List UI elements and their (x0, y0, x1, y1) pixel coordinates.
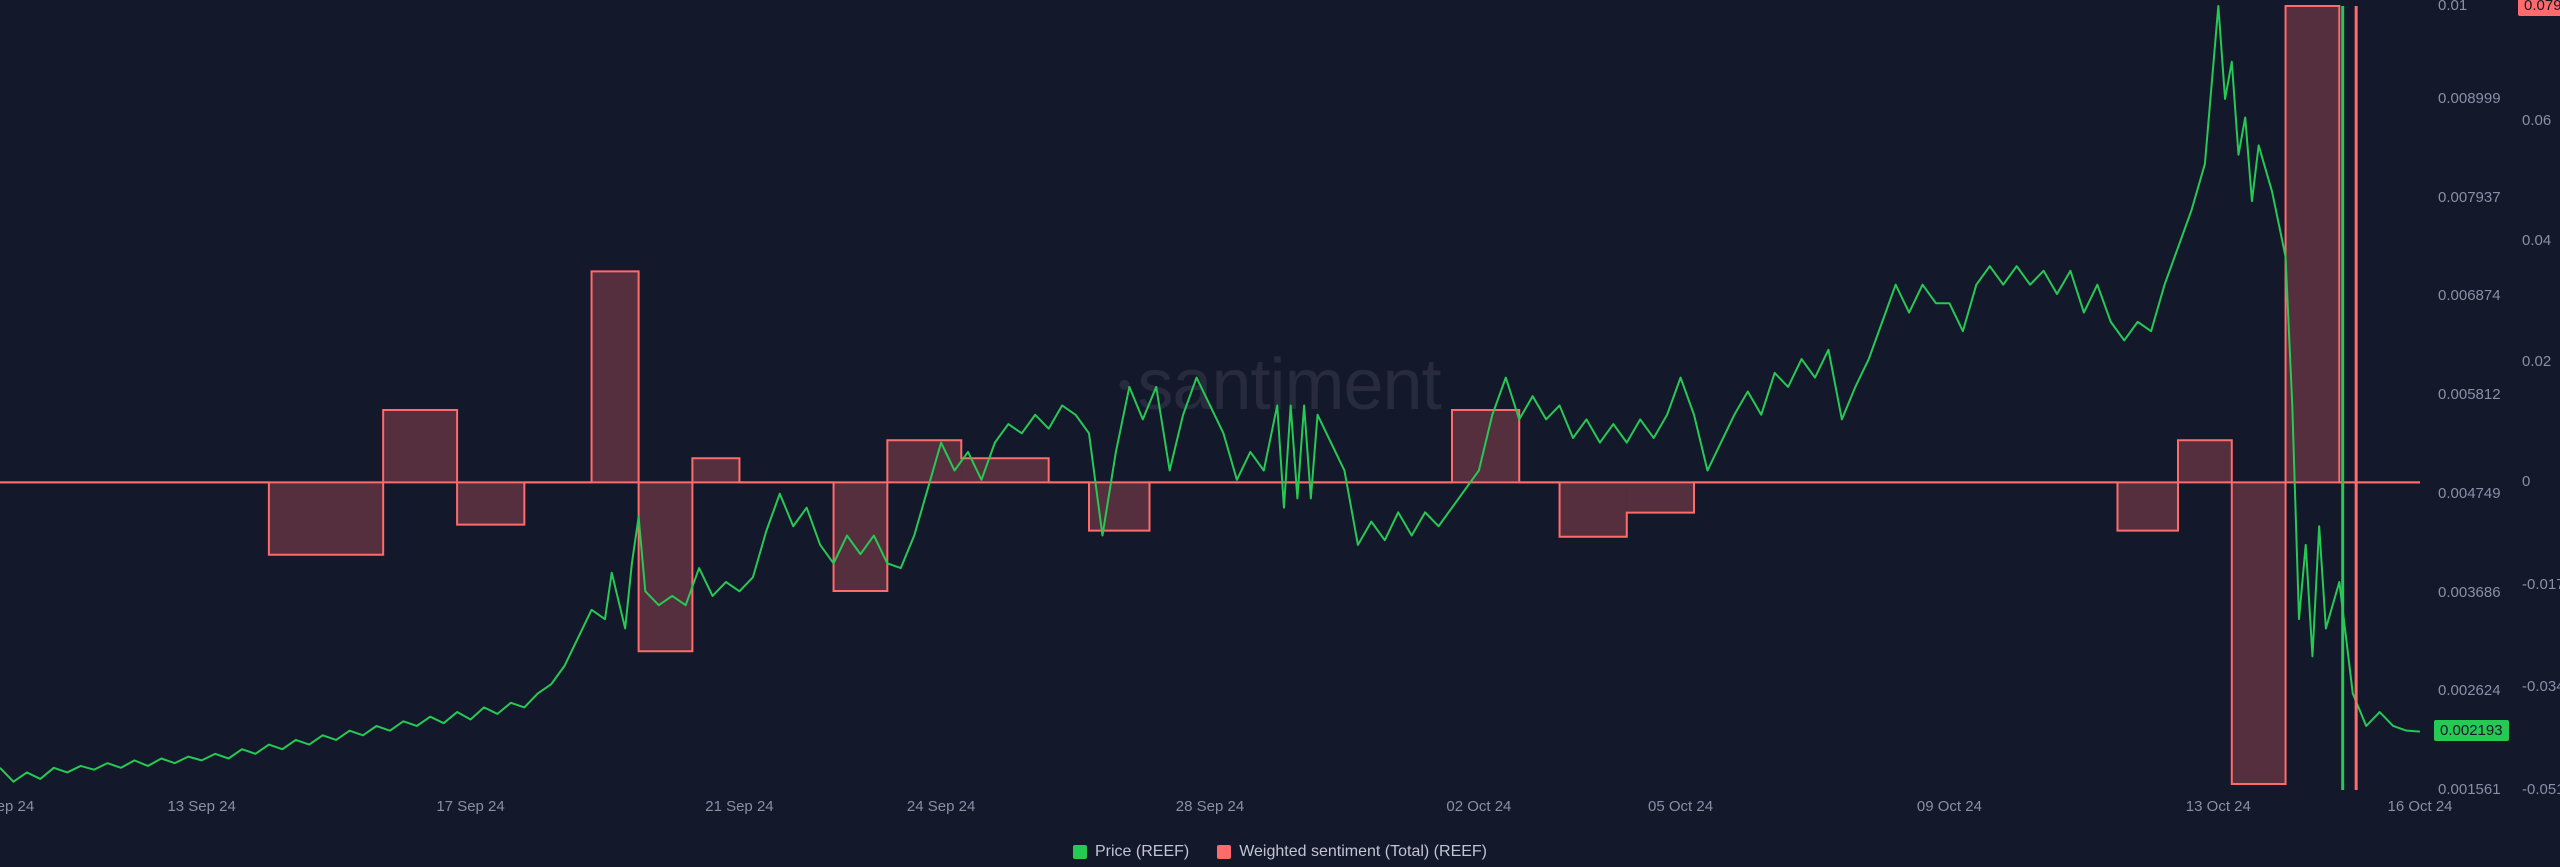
y-left-tick-label: 0.002624 (2438, 682, 2501, 699)
sentiment-current-badge: 0.079 (2518, 0, 2560, 16)
y-left-tick-label: 0.003686 (2438, 584, 2501, 601)
legend: Price (REEF) Weighted sentiment (Total) … (1073, 843, 1487, 861)
y-left-tick-label: 0.007937 (2438, 189, 2501, 206)
y-left-tick-label: 0.004749 (2438, 485, 2501, 502)
y-right-tick-label: 0.04 (2522, 232, 2551, 249)
y-right-tick-label: 0.02 (2522, 353, 2551, 370)
y-left-tick-label: 0.01 (2438, 0, 2467, 14)
x-tick-label: 05 Oct 24 (1648, 798, 1713, 815)
legend-label-price: Price (REEF) (1095, 843, 1189, 861)
legend-swatch-price (1073, 845, 1087, 859)
x-tick-label: 02 Oct 24 (1446, 798, 1511, 815)
price-current-badge: 0.002193 (2434, 720, 2509, 741)
chart-container: santiment 10 Sep 2413 Sep 2417 Sep 2421 … (0, 0, 2560, 867)
x-tick-label: 21 Sep 24 (705, 798, 773, 815)
y-left-tick-label: 0.008999 (2438, 90, 2501, 107)
x-tick-label: 13 Oct 24 (2186, 798, 2251, 815)
x-tick-label: 16 Oct 24 (2387, 798, 2452, 815)
x-tick-label: 13 Sep 24 (167, 798, 235, 815)
x-tick-label: 28 Sep 24 (1176, 798, 1244, 815)
y-left-tick-label: 0.005812 (2438, 386, 2501, 403)
x-tick-label: 09 Oct 24 (1917, 798, 1982, 815)
y-left-tick-label: 0.001561 (2438, 781, 2501, 798)
x-tick-label: 10 Sep 24 (0, 798, 34, 815)
y-right-tick-label: -0.017 (2522, 576, 2560, 593)
legend-item-sentiment[interactable]: Weighted sentiment (Total) (REEF) (1217, 843, 1487, 861)
x-tick-label: 24 Sep 24 (907, 798, 975, 815)
x-tick-label: 17 Sep 24 (436, 798, 504, 815)
chart-plot[interactable] (0, 0, 2560, 867)
legend-item-price[interactable]: Price (REEF) (1073, 843, 1189, 861)
y-right-tick-label: 0 (2522, 473, 2530, 490)
y-right-tick-label: -0.051 (2522, 781, 2560, 798)
legend-label-sentiment: Weighted sentiment (Total) (REEF) (1239, 843, 1487, 861)
y-right-tick-label: 0.06 (2522, 112, 2551, 129)
legend-swatch-sentiment (1217, 845, 1231, 859)
y-left-tick-label: 0.006874 (2438, 287, 2501, 304)
y-right-tick-label: -0.034 (2522, 678, 2560, 695)
